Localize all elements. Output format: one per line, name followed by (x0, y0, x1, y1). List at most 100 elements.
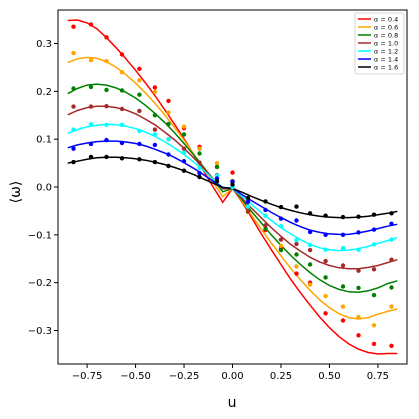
data-point (166, 152, 171, 157)
data-point (278, 224, 284, 229)
data-point (71, 159, 76, 165)
data-point (371, 323, 377, 328)
data-point (214, 160, 220, 166)
data-point (197, 151, 202, 156)
data-point (71, 86, 76, 91)
data-point (307, 262, 313, 267)
data-point (152, 132, 158, 137)
data-point (166, 121, 171, 127)
data-point (294, 264, 299, 269)
data-point (104, 122, 109, 128)
data-point (245, 195, 251, 201)
data-point (230, 170, 235, 175)
data-point (323, 258, 328, 264)
points-layer (71, 22, 394, 348)
data-point (104, 87, 109, 93)
y-tick-label: 0.2 (36, 87, 52, 98)
data-point (152, 159, 158, 165)
data-point (294, 218, 299, 223)
data-point (389, 257, 394, 262)
data-point (323, 275, 328, 280)
data-point (119, 140, 125, 146)
x-tick-label: 0.75 (367, 371, 389, 382)
data-point (356, 247, 361, 252)
data-point (245, 199, 251, 204)
data-point (197, 170, 202, 176)
data-point (119, 88, 125, 93)
data-point (119, 70, 125, 75)
data-point (88, 122, 94, 127)
data-point (294, 241, 299, 247)
data-point (371, 267, 377, 272)
data-point (371, 212, 377, 217)
data-point (389, 211, 394, 216)
data-point (356, 214, 361, 219)
data-point (356, 268, 361, 273)
data-point (340, 284, 346, 289)
legend-label: α = 1.6 (374, 63, 398, 71)
data-point (278, 247, 284, 253)
data-point (197, 174, 202, 180)
data-point (263, 226, 268, 231)
x-tick-label: −0.50 (120, 371, 151, 382)
legend-label: α = 0.8 (374, 31, 398, 39)
data-point (371, 292, 377, 298)
y-axis-ticks: 0.3 0.2 0.1 0.0 −0.1 −0.2 −0.3 (28, 39, 58, 337)
data-point (197, 160, 202, 165)
data-point (152, 142, 158, 148)
legend-label: α = 0.6 (374, 23, 398, 31)
data-point (263, 213, 268, 218)
data-point (137, 141, 142, 147)
data-point (371, 227, 377, 232)
x-tick-label: −0.75 (72, 371, 103, 382)
data-point (263, 223, 268, 228)
data-point (137, 92, 142, 97)
data-point (104, 154, 109, 160)
data-point (389, 285, 394, 290)
y-axis-label: ⟨ω⟩ (8, 181, 24, 204)
data-point (88, 141, 94, 147)
data-point (340, 263, 346, 268)
data-point (104, 59, 109, 64)
x-axis-label: u (228, 395, 237, 411)
data-point (356, 333, 361, 338)
data-point (294, 252, 299, 257)
y-tick-label: 0.0 (36, 183, 52, 194)
data-point (278, 237, 284, 242)
data-point (181, 168, 187, 173)
data-point (323, 232, 328, 237)
data-point (197, 146, 202, 151)
data-point (307, 211, 313, 216)
x-tick-label: −0.25 (169, 371, 200, 382)
data-point (137, 128, 142, 134)
data-point (71, 127, 76, 132)
data-point (181, 132, 187, 137)
data-point (340, 246, 346, 251)
data-point (356, 230, 361, 235)
x-axis-ticks: −0.75 −0.50 −0.25 0.00 0.25 0.50 0.75 (72, 364, 389, 382)
data-point (104, 104, 109, 109)
data-point (166, 98, 171, 104)
y-tick-label: −0.3 (28, 326, 52, 337)
data-point (389, 221, 394, 226)
data-point (245, 204, 251, 209)
y-tick-label: −0.1 (28, 230, 52, 241)
data-point (307, 229, 313, 235)
data-point (181, 124, 187, 129)
data-point (137, 108, 142, 114)
data-point (340, 304, 346, 309)
y-tick-label: −0.2 (28, 278, 52, 289)
data-point (230, 182, 235, 187)
data-point (71, 146, 76, 151)
data-point (371, 341, 377, 347)
data-point (356, 285, 361, 291)
data-point (71, 24, 76, 29)
legend-label: α = 1.0 (374, 39, 398, 47)
data-point (181, 146, 187, 151)
data-point (263, 199, 268, 204)
data-point (137, 66, 142, 72)
data-point (214, 164, 220, 170)
legend-label: α = 0.4 (374, 15, 398, 23)
data-point (340, 232, 346, 237)
